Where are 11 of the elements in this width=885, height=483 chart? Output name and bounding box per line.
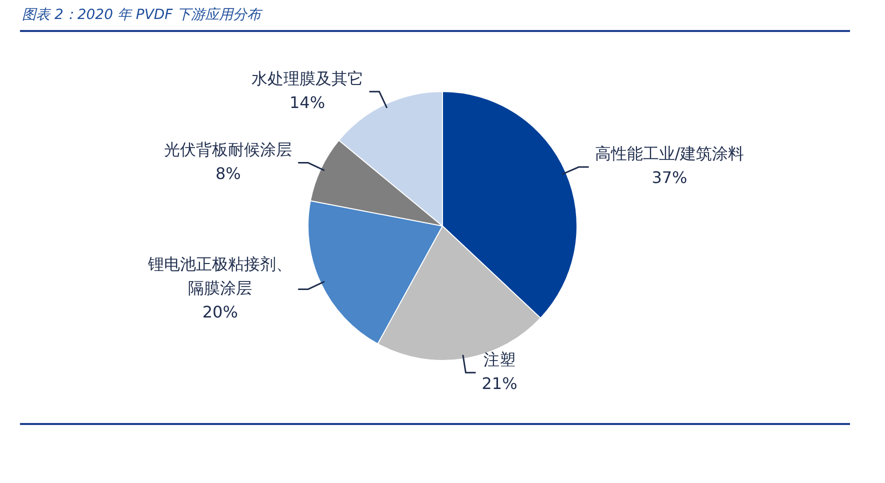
chart-title: 图表 2：2020 年 PVDF 下游应用分布 — [22, 6, 262, 24]
slice-label: 光伏背板耐候涂层 — [164, 140, 292, 159]
slice-label: 水处理膜及其它 — [251, 68, 364, 88]
slice-label: 锂电池正极粘接剂、隔膜涂层 — [147, 254, 292, 298]
data-label: 8% — [215, 164, 241, 183]
data-label: 14% — [289, 92, 326, 112]
slice-label: 注塑 — [484, 350, 516, 369]
slice-label: 高性能工业/建筑涂料 — [594, 144, 744, 164]
data-label: 20% — [202, 302, 238, 322]
data-label: 21% — [482, 374, 518, 393]
data-label: 37% — [652, 168, 688, 188]
